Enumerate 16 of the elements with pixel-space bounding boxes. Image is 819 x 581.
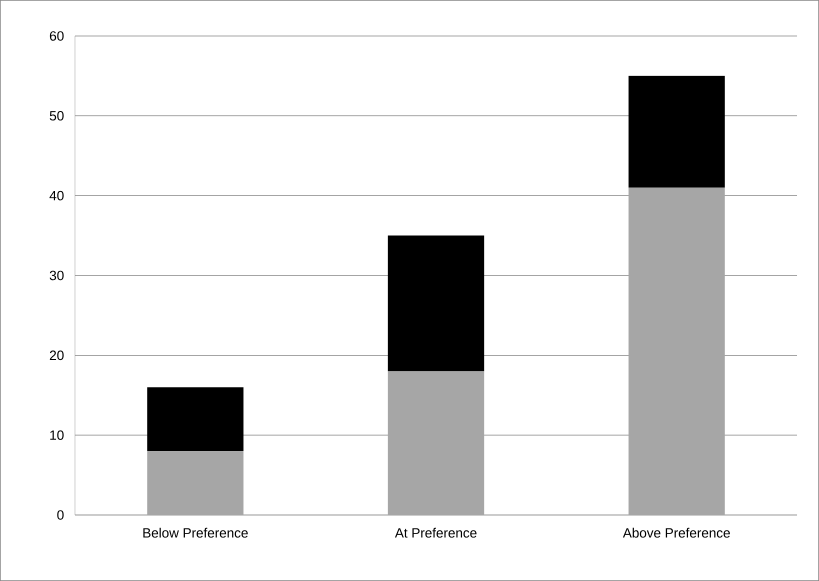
bar xyxy=(388,236,484,372)
y-tick-label: 30 xyxy=(50,270,64,280)
x-tick-label: Below Preference xyxy=(143,528,248,538)
bar xyxy=(628,188,725,516)
x-tick-label: Above Preference xyxy=(622,528,730,538)
bar xyxy=(388,371,484,516)
y-tick-label: 20 xyxy=(50,350,64,360)
y-tick-label: 50 xyxy=(50,111,64,121)
bar xyxy=(147,387,244,452)
y-tick-label: 10 xyxy=(50,430,64,440)
y-tick-label: 60 xyxy=(50,31,64,41)
y-tick-label: 0 xyxy=(57,510,64,520)
bar xyxy=(147,451,244,516)
y-tick-label: 40 xyxy=(50,190,64,200)
bar xyxy=(628,76,725,188)
x-tick-label: At Preference xyxy=(394,528,477,538)
